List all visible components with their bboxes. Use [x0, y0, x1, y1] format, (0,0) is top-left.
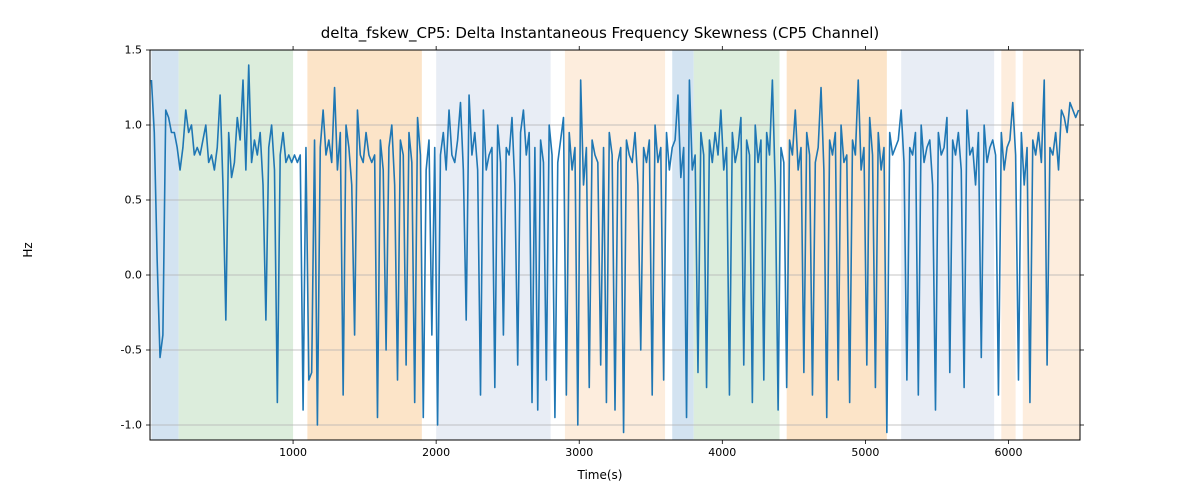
chart-container: delta_fskew_CP5: Delta Instantaneous Fre…	[0, 0, 1200, 500]
band	[151, 50, 178, 440]
y-tick-label: 0.5	[102, 194, 142, 207]
y-tick-label: 1.0	[102, 119, 142, 132]
y-tick-label: 0.0	[102, 269, 142, 282]
x-tick-label: 6000	[994, 446, 1022, 459]
x-axis-label: Time(s)	[0, 468, 1200, 482]
y-tick-label: 1.5	[102, 44, 142, 57]
plot-area	[0, 0, 1200, 500]
x-tick-label: 5000	[851, 446, 879, 459]
y-axis-label: Hz	[21, 242, 35, 257]
x-tick-label: 4000	[708, 446, 736, 459]
y-tick-label: -0.5	[102, 344, 142, 357]
x-tick-label: 3000	[565, 446, 593, 459]
y-tick-label: -1.0	[102, 419, 142, 432]
x-tick-label: 2000	[422, 446, 450, 459]
chart-title: delta_fskew_CP5: Delta Instantaneous Fre…	[0, 24, 1200, 42]
x-tick-label: 1000	[279, 446, 307, 459]
